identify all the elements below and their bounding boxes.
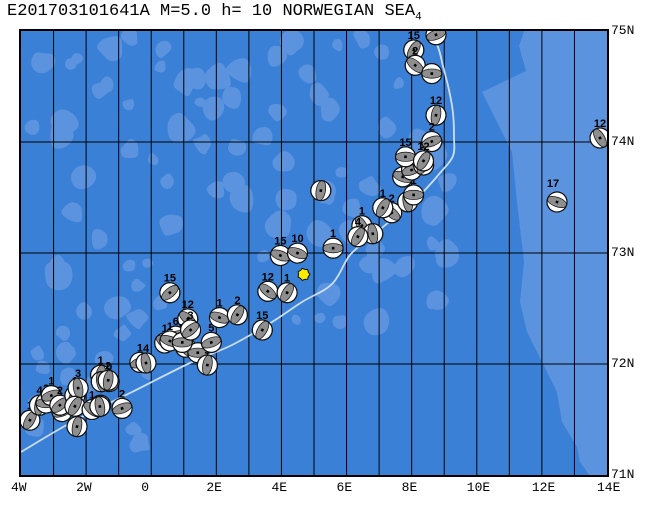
svg-text:10: 10 (291, 233, 303, 245)
svg-text:2: 2 (412, 45, 418, 57)
svg-text:1: 1 (48, 376, 54, 388)
svg-text:3: 3 (75, 368, 81, 380)
svg-text:15: 15 (164, 273, 176, 285)
svg-text:3: 3 (188, 310, 194, 322)
svg-text:4: 4 (355, 217, 362, 229)
svg-text:17: 17 (547, 178, 559, 190)
svg-text:1: 1 (284, 273, 290, 285)
svg-text:1: 1 (330, 228, 336, 240)
svg-text:12: 12 (594, 118, 606, 130)
svg-text:15: 15 (408, 31, 420, 42)
svg-text:1: 1 (216, 298, 222, 310)
svg-text:2: 2 (57, 385, 63, 397)
svg-text:2: 2 (234, 295, 240, 307)
svg-text:15: 15 (399, 137, 411, 149)
svg-text:15: 15 (274, 236, 286, 248)
svg-text:2: 2 (119, 388, 125, 400)
svg-text:2: 2 (429, 122, 435, 134)
svg-text:12: 12 (262, 271, 274, 283)
svg-text:1: 1 (167, 321, 173, 333)
svg-text:12: 12 (430, 95, 442, 107)
svg-text:4: 4 (143, 343, 150, 355)
svg-text:15: 15 (256, 310, 268, 322)
svg-text:12: 12 (417, 141, 429, 153)
svg-text:1: 1 (98, 355, 104, 367)
svg-text:2: 2 (105, 360, 111, 372)
svg-text:1: 1 (380, 188, 386, 200)
